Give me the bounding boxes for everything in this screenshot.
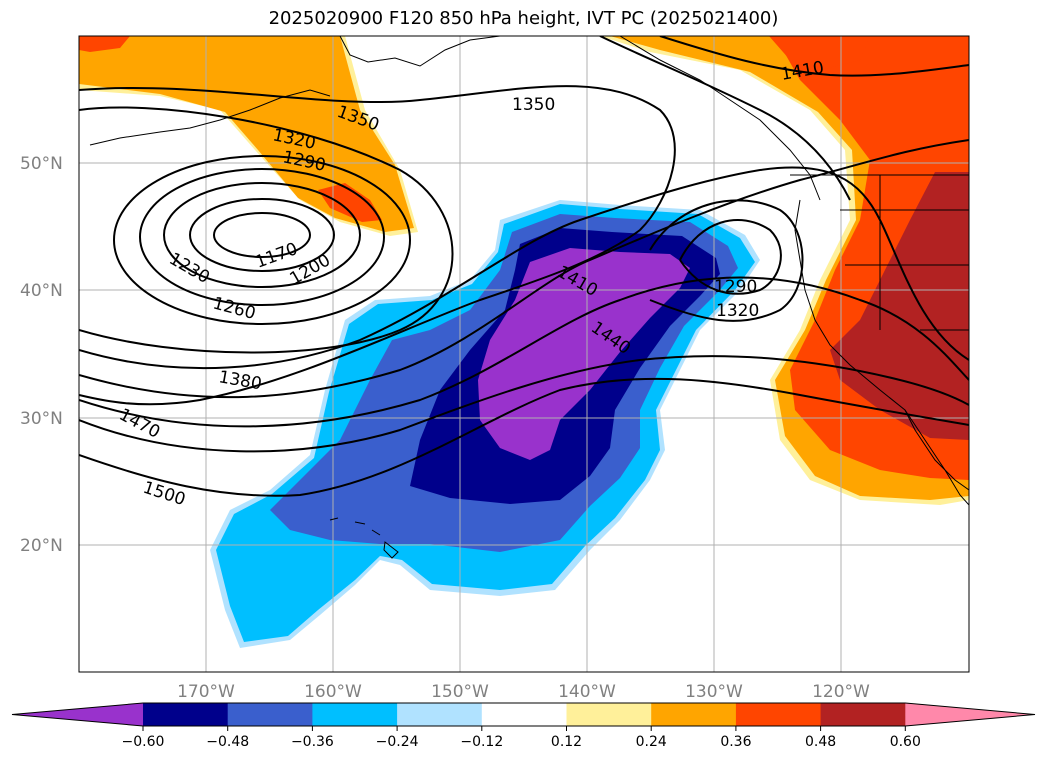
colorbar-extend-min (12, 703, 143, 726)
contour-label: 1320 (716, 301, 759, 321)
colorbar-segment (735, 703, 822, 726)
colorbar-segment (820, 703, 906, 726)
contour-1470 (79, 355, 969, 453)
colorbar-tick-label: 0.12 (551, 734, 582, 750)
latitude-labels: 50°N 40°N 30°N 20°N (20, 154, 63, 556)
colorbar: −0.60 −0.48 −0.36 −0.24 −0.12 0.12 0.24 0.36 0.4… (11, 702, 1036, 750)
colorbar-segment (143, 703, 229, 726)
colorbar-segment (397, 703, 483, 726)
contour-label: 1290 (714, 277, 757, 297)
contour-1290-w (113, 155, 411, 325)
border-states (840, 175, 969, 331)
ivt-negative-purple (478, 248, 690, 460)
lat-label: 30°N (20, 409, 63, 429)
coast-aleutians (89, 89, 331, 146)
contour-1230 (163, 182, 361, 288)
lat-label: 50°N (20, 154, 63, 174)
lat-label: 40°N (20, 281, 63, 301)
colorbar-tick-label: 0.48 (805, 734, 836, 750)
contour-1350-ne (599, 36, 851, 201)
contour-1200 (189, 198, 335, 272)
ivt-positive-bering-orange (79, 36, 414, 232)
coast-alaska-panhandle (619, 36, 821, 201)
lon-label: 150°W (431, 682, 489, 702)
coastlines (89, 36, 969, 559)
ivt-positive-bering-red2 (318, 183, 382, 222)
colorbar-tick-label: −0.36 (291, 734, 334, 750)
plot-frame (78, 35, 970, 673)
contour-1350 (79, 85, 676, 406)
contour-1320-w (79, 106, 454, 354)
ivt-positive-east-darkred (830, 172, 969, 440)
lon-label: 160°W (304, 682, 362, 702)
contour-1500 (79, 377, 969, 497)
coast-hawaii (329, 517, 399, 559)
colorbar-tick-label: 0.60 (890, 734, 921, 750)
colorbar-segment (227, 703, 313, 726)
height-contours (79, 36, 969, 497)
colorbar-segment (566, 703, 652, 726)
contour-1410-c (79, 139, 969, 399)
colorbar-segment (481, 703, 567, 726)
lon-label: 170°W (177, 682, 235, 702)
contour-1290-e (679, 219, 782, 295)
coast-alaska (339, 36, 501, 67)
colorbar-extend-max (905, 703, 1035, 726)
longitude-labels: 170°W 160°W 150°W 140°W 130°W 120°W (177, 682, 870, 702)
colorbar-tick-label: −0.12 (460, 734, 503, 750)
lat-label: 20°N (20, 536, 63, 556)
contour-1170 (213, 212, 311, 258)
lon-label: 140°W (558, 682, 616, 702)
colorbar-tick-label: −0.60 (122, 734, 165, 750)
colorbar-segment (651, 703, 737, 726)
contour-1320-e (649, 199, 804, 322)
coast-baja (904, 409, 969, 491)
contour-1260 (139, 168, 385, 306)
colorbar-segment (312, 703, 398, 726)
ivt-positive-east-red-nw (769, 36, 870, 70)
lon-label: 120°W (812, 682, 870, 702)
contour-label: 1350 (512, 95, 555, 115)
colorbar-tick-label: −0.48 (206, 734, 249, 750)
colorbar-tick-label: 0.36 (720, 734, 751, 750)
map-title: 2025020900 F120 850 hPa height, IVT PC (… (268, 8, 779, 29)
colorbar-tick-label: −0.24 (376, 734, 419, 750)
colorbar-tick-label: 0.24 (636, 734, 667, 750)
lon-label: 130°W (685, 682, 743, 702)
contour-1380 (79, 166, 969, 370)
contour-1410-ne (659, 36, 969, 77)
contour-1440 (79, 276, 969, 428)
ivt-positive-bering-red (79, 36, 130, 52)
